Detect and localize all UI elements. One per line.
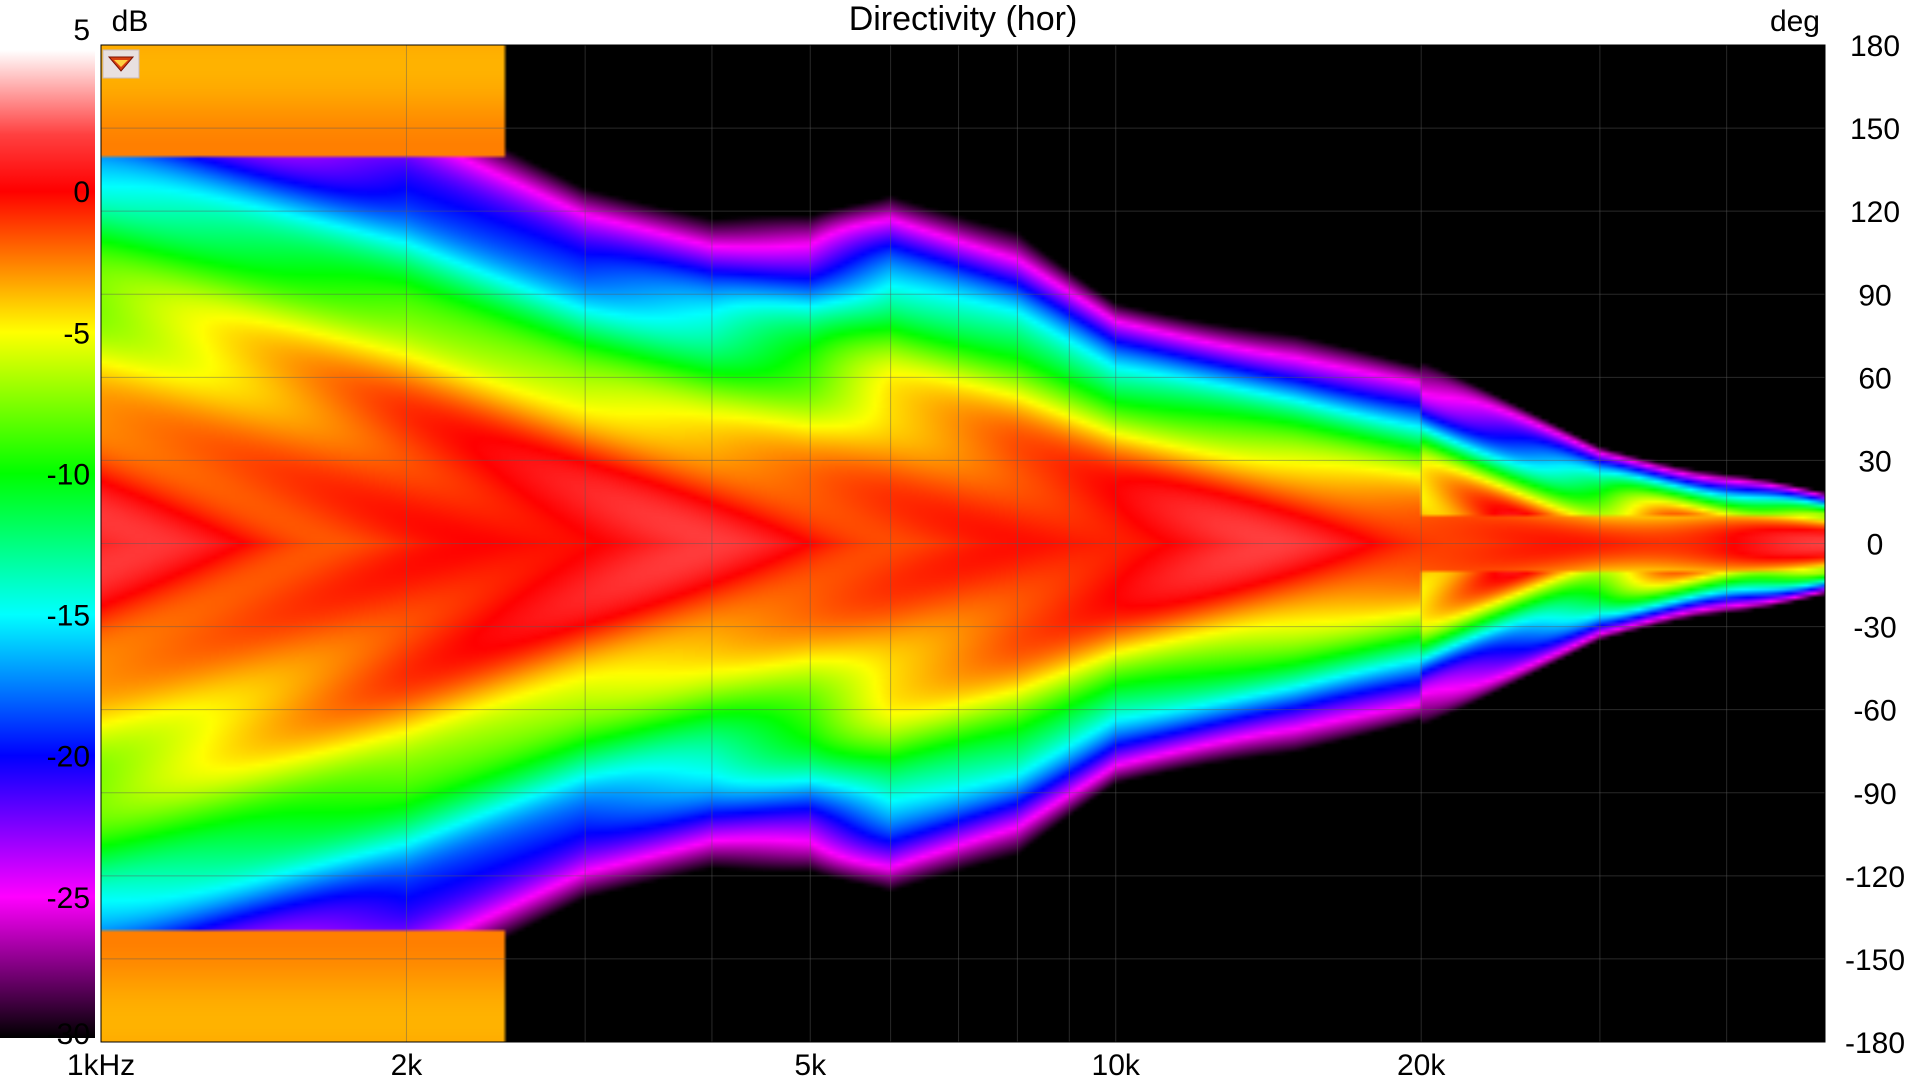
x-tick-label: 20k <box>1397 1049 1446 1080</box>
y-tick-label: -150 <box>1845 944 1905 977</box>
gridlines <box>101 45 1825 1042</box>
y-axis-tick-labels: 180 150 120 90 60 30 0 -30 -60 -90 -120 -150 -180 <box>1845 30 1905 1060</box>
heatmap-image <box>101 45 1825 1042</box>
y-tick-label: -180 <box>1845 1027 1905 1060</box>
y-axis-unit-label: deg <box>1770 5 1820 38</box>
chart-title: Directivity (hor) <box>849 0 1078 38</box>
x-tick-label: 2k <box>391 1049 424 1080</box>
y-tick-label: 150 <box>1850 113 1900 146</box>
colorbar-unit-label: dB <box>112 5 149 38</box>
colorbar-tick-label: 5 <box>73 14 90 47</box>
y-tick-label: -90 <box>1853 778 1896 811</box>
x-tick-label: 10k <box>1092 1049 1141 1080</box>
y-tick-label: -120 <box>1845 861 1905 894</box>
plot-frame <box>100 44 1826 1043</box>
colorbar-tick-labels: 5 0 -5 -10 -15 -20 -25 -30 <box>47 14 90 1051</box>
y-tick-label: 0 <box>1867 529 1884 562</box>
y-tick-label: 30 <box>1858 445 1891 478</box>
colorbar-tick-label: -10 <box>47 458 90 491</box>
heatmap-area <box>101 45 1825 1042</box>
app-logo-icon <box>102 49 140 79</box>
colorbar-tick-label: -30 <box>47 1018 90 1051</box>
x-tick-label: 1kHz <box>67 1049 135 1080</box>
x-axis-tick-labels: 1kHz 2k 5k 10k 20k <box>67 1049 1447 1082</box>
y-tick-label: -60 <box>1853 695 1896 728</box>
y-tick-label: 180 <box>1850 30 1900 63</box>
colorbar-tick-label: 0 <box>73 176 90 209</box>
y-tick-label: 60 <box>1858 362 1891 395</box>
colorbar-tick-label: -20 <box>47 741 90 774</box>
colorbar <box>0 50 95 1038</box>
y-tick-label: -30 <box>1853 612 1896 645</box>
y-tick-label: 90 <box>1858 279 1891 312</box>
colorbar-tick-label: -15 <box>47 600 90 633</box>
y-tick-label: 120 <box>1850 196 1900 229</box>
colorbar-tick-label: -5 <box>63 317 90 350</box>
colorbar-tick-label: -25 <box>47 882 90 915</box>
x-tick-label: 5k <box>794 1049 827 1080</box>
